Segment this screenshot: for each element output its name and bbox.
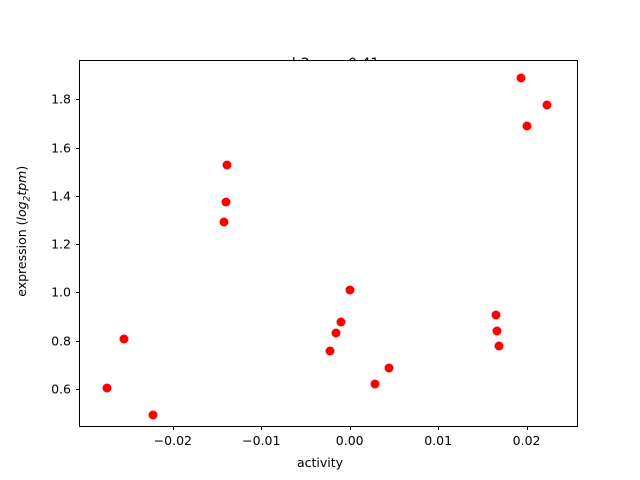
y-tick-mark — [76, 388, 80, 390]
data-point — [325, 346, 335, 356]
y-tick-label: 1.4 — [51, 188, 71, 204]
data-point — [491, 310, 501, 320]
x-tick-label: 0.02 — [512, 433, 541, 448]
data-point — [345, 285, 355, 295]
x-tick-mark — [172, 426, 174, 430]
x-tick-label: 0.00 — [335, 433, 364, 448]
y-tick-mark — [76, 244, 80, 246]
data-point — [331, 328, 341, 338]
y-tick-mark — [76, 292, 80, 294]
y-axis-label-base: 2 — [22, 195, 33, 202]
y-tick-label: 0.6 — [51, 381, 71, 397]
y-tick-mark — [76, 340, 80, 342]
y-tick-label: 1.0 — [51, 284, 71, 300]
x-tick-mark — [349, 426, 351, 430]
data-point — [221, 197, 231, 207]
data-point — [492, 326, 502, 336]
x-axis-label: activity — [296, 455, 344, 470]
plot-data-area — [80, 61, 577, 426]
data-point — [336, 317, 346, 327]
y-tick-mark — [76, 99, 80, 101]
y-axis-label-prefix: expression ( — [13, 220, 29, 297]
data-point — [148, 410, 158, 420]
y-tick-label: 0.8 — [51, 333, 71, 349]
y-axis-label: expression (log2tpm) — [14, 31, 33, 431]
x-tick-label: −0.02 — [153, 433, 192, 448]
y-tick-mark — [76, 147, 80, 149]
x-tick-mark — [438, 426, 440, 430]
x-tick-label: −0.01 — [242, 433, 281, 448]
y-tick-label: 1.6 — [51, 140, 71, 156]
data-point — [370, 379, 380, 389]
y-tick-mark — [76, 195, 80, 197]
y-tick-label: 1.2 — [51, 236, 71, 252]
x-tick-mark — [526, 426, 528, 430]
y-axis-label-tpm: tpm — [13, 170, 29, 196]
data-point — [494, 341, 504, 351]
plot-axes: −0.02 −0.01 0.00 0.01 0.02 0.6 0.8 1.0 1.2 1.4 1.… — [51, 60, 578, 448]
data-point — [516, 73, 526, 83]
data-point — [222, 160, 232, 170]
data-point — [102, 383, 112, 393]
y-axis-label-suffix: ) — [13, 165, 29, 171]
data-point — [542, 100, 552, 110]
data-point — [384, 363, 394, 373]
y-tick-label: 1.8 — [51, 91, 71, 107]
x-tick-label: 0.01 — [424, 433, 453, 448]
data-point — [219, 217, 229, 227]
y-axis-label-log: log — [13, 201, 29, 221]
x-tick-mark — [261, 426, 263, 430]
data-point — [119, 334, 129, 344]
data-point — [522, 121, 532, 131]
